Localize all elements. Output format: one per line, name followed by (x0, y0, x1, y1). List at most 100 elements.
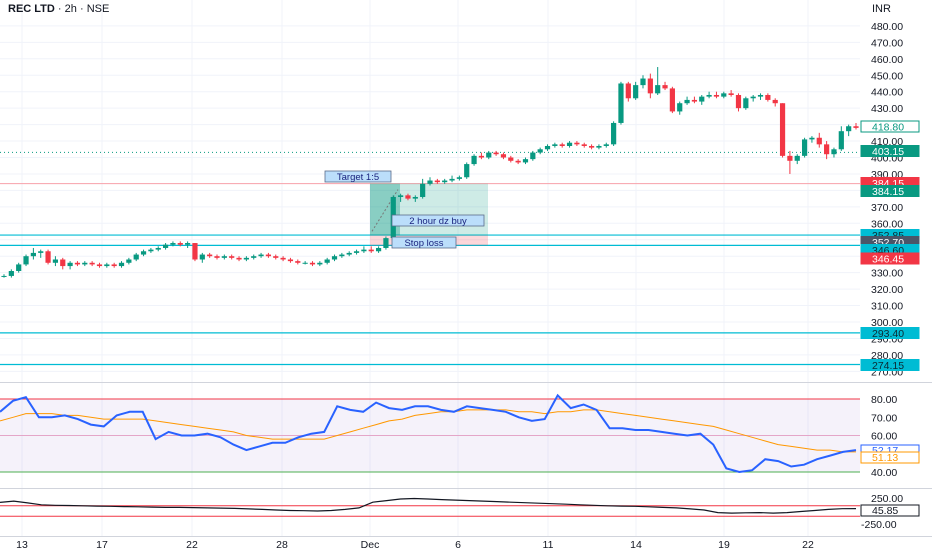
candle-up (133, 254, 139, 260)
price-tick-label: 470.00 (871, 37, 903, 49)
candle-up (383, 238, 389, 248)
candle-down (177, 243, 183, 245)
rsi-tick-label: 80.00 (871, 394, 897, 406)
pane-separator[interactable] (0, 382, 932, 383)
candle-down (192, 243, 198, 260)
price-tick-label: 360.00 (871, 218, 903, 230)
rsi-axis-panel (860, 383, 932, 488)
candle-down (728, 93, 734, 95)
candle-down (853, 126, 859, 128)
candle-down (787, 155, 793, 161)
candle-up (361, 249, 367, 252)
candle-up (258, 254, 264, 257)
candle-down (713, 94, 720, 97)
time-tick-label: 28 (276, 539, 288, 550)
target-label: Target 1:5 (337, 172, 379, 183)
candle-up (522, 159, 529, 163)
price-tag-label: 403.15 (872, 146, 904, 158)
candle-down (691, 99, 698, 102)
candle-up (148, 249, 154, 252)
candle-up (8, 271, 14, 276)
candle-up (185, 243, 191, 245)
candle-down (824, 144, 830, 155)
timeframe-label[interactable]: 2h (64, 3, 77, 15)
candle-up (353, 251, 360, 253)
candle-down (309, 262, 316, 265)
candle-down (588, 145, 595, 148)
candle-up (449, 178, 455, 181)
candle-up (809, 137, 815, 140)
candle-down (581, 144, 587, 146)
candle-down (273, 256, 279, 258)
pane-separator[interactable] (0, 488, 932, 489)
candle-up (324, 259, 330, 263)
candle-up (706, 94, 712, 97)
price-tag-level (860, 327, 920, 339)
candle-down (765, 94, 771, 100)
candle-up (427, 180, 433, 184)
candle-up (375, 247, 382, 252)
symbol-name: REC LTD (8, 3, 55, 15)
candle-up (831, 149, 837, 155)
candle-down (368, 249, 374, 252)
candle-down (434, 180, 440, 183)
candle-up (838, 131, 844, 150)
candle-up (30, 252, 36, 257)
candle-down (669, 88, 675, 112)
candle-up (251, 256, 257, 258)
candle-up (603, 144, 609, 146)
price-tag-label: 384.15 (872, 186, 904, 198)
price-tag-label: 418.80 (872, 122, 904, 134)
candle-down (295, 261, 301, 263)
rsi-tick-label: 40.00 (871, 467, 897, 479)
candle-up (684, 99, 690, 104)
candle-down (229, 256, 235, 258)
time-axis-border (0, 536, 932, 537)
time-tick-label: 14 (630, 539, 642, 550)
position-profit-zone (370, 183, 488, 236)
time-tick-label: 6 (455, 539, 461, 550)
target-label-box (324, 170, 392, 183)
candle-down (574, 142, 580, 145)
candle-down (772, 99, 778, 104)
candle-up (456, 177, 462, 179)
candle-up (794, 155, 800, 161)
candle-up (486, 152, 492, 158)
candle-down (236, 257, 242, 260)
price-tag-level (860, 145, 920, 157)
price-tick-label: 370.00 (871, 202, 903, 214)
time-tick-label: 13 (16, 539, 28, 550)
candle-up (846, 126, 852, 132)
stop-loss-label-box (391, 236, 457, 249)
price-tick-label: 280.00 (871, 350, 903, 362)
candle-down (515, 160, 521, 163)
price-tag-label: 274.15 (872, 360, 904, 372)
candle-up (67, 262, 73, 267)
candle-up (442, 180, 448, 183)
rsi-ma-value-label: 51.13 (872, 452, 898, 464)
candle-down (493, 152, 499, 155)
candle-down (214, 256, 220, 258)
rsi-tick-label: 60.00 (871, 431, 897, 443)
candle-down (89, 262, 95, 265)
osc-value-tag (860, 504, 920, 517)
rsi-line (0, 393, 857, 474)
exchange-label: NSE (86, 3, 110, 15)
candle-up (596, 145, 602, 148)
legend-separator: · (57, 3, 65, 15)
time-tick-label: 11 (543, 539, 554, 550)
zone-label: 2 hour dz buy (409, 216, 467, 227)
currency-label: INR (872, 3, 891, 15)
candle-down (207, 254, 213, 257)
price-tick-label: 480.00 (871, 21, 903, 33)
time-tick-label: 17 (96, 539, 108, 550)
candle-up (126, 259, 132, 263)
rsi-ma-value-tag (860, 451, 920, 464)
candle-up (721, 93, 727, 97)
candle-up (38, 251, 44, 253)
symbol-legend[interactable]: REC LTD · 2h · NSE (8, 3, 109, 15)
candle-up (412, 196, 418, 199)
price-tick-label: 430.00 (871, 103, 903, 115)
